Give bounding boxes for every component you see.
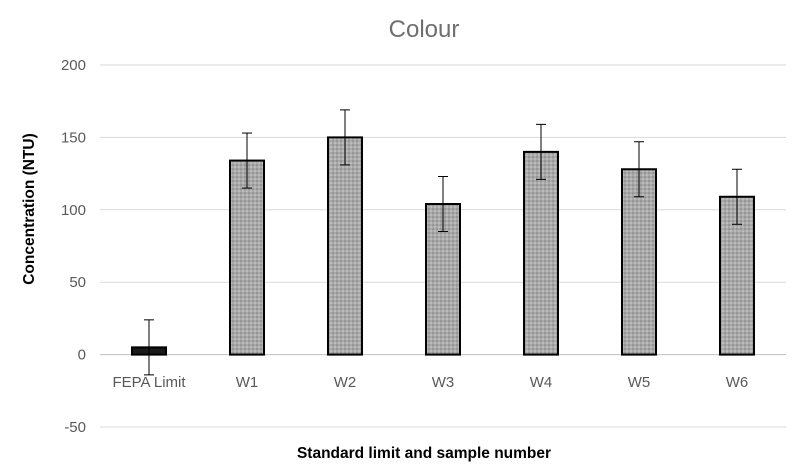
- x-tick-label: W1: [236, 374, 259, 391]
- y-tick-label: 200: [61, 57, 86, 74]
- bar-w5: [621, 168, 657, 356]
- y-tick-label: 0: [78, 347, 86, 364]
- y-tick-label: 150: [61, 129, 86, 146]
- y-tick-label: 50: [69, 274, 86, 291]
- x-tick-label: W4: [530, 374, 553, 391]
- x-tick-label: W3: [432, 374, 455, 391]
- x-tick-label: W2: [334, 374, 357, 391]
- chart-title: Colour: [389, 16, 460, 43]
- x-tick-labels: FEPA Limit W1 W2 W3 W4 W5 W6: [112, 374, 748, 391]
- y-tick-label: 100: [61, 202, 86, 219]
- x-tick-label: W6: [726, 374, 749, 391]
- x-tick-label: FEPA Limit: [112, 374, 186, 391]
- y-tick-label: -50: [64, 419, 86, 436]
- error-bar: [144, 319, 154, 376]
- bar-w2: [327, 136, 363, 356]
- bars: [131, 136, 755, 356]
- y-axis-title: Concentration (NTU): [21, 133, 38, 285]
- x-tick-label: W5: [628, 374, 651, 391]
- error-bar: [536, 123, 546, 180]
- x-axis-title: Standard limit and sample number: [297, 445, 551, 462]
- error-bar: [438, 175, 448, 233]
- error-bar: [340, 109, 350, 166]
- bar-w1: [229, 159, 265, 356]
- error-bar: [732, 168, 742, 225]
- error-bar: [634, 141, 644, 198]
- error-bar: [242, 132, 252, 189]
- bar-w4: [523, 150, 559, 356]
- y-tick-labels: -50 0 50 100 150 200: [61, 57, 86, 436]
- error-bars: [144, 109, 742, 376]
